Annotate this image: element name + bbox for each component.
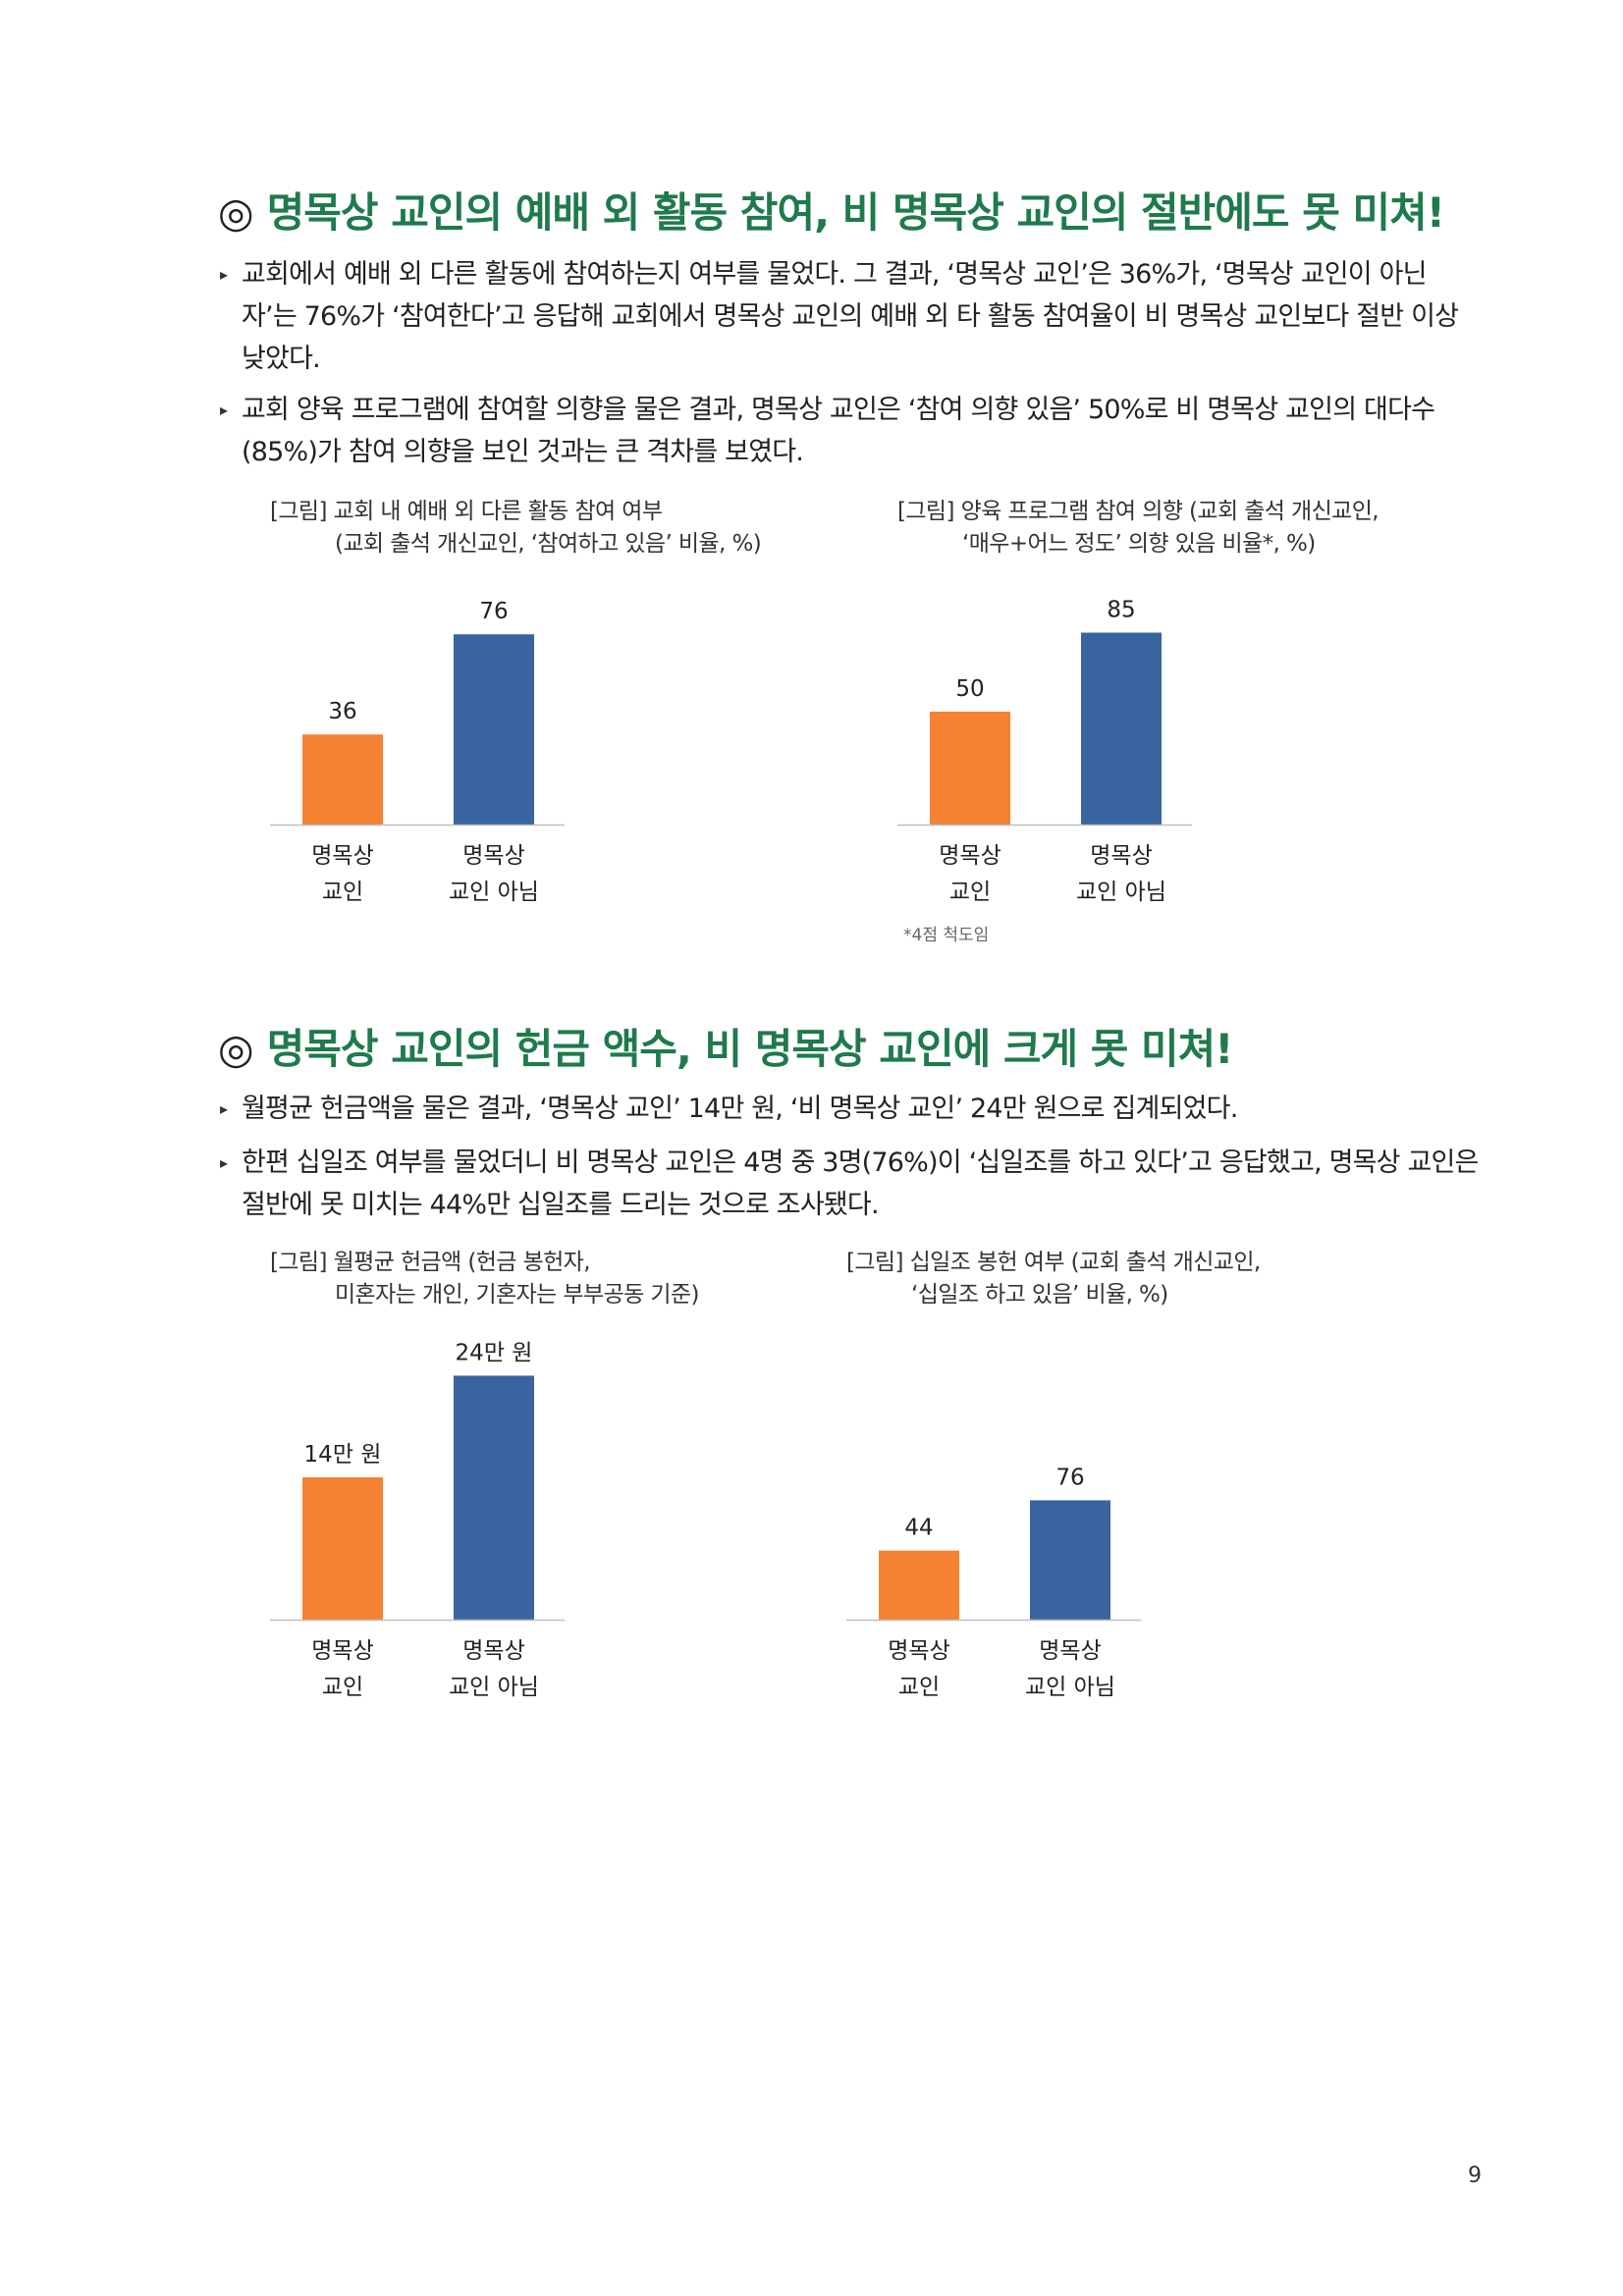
page-number: 9 [1468,2163,1482,2188]
section2-title: 명목상 교인의 헌금 액수, 비 명목상 교인에 크게 못 미쳐! [266,1025,1234,1073]
bar-chart-svg: 44 76 [846,1465,1141,1622]
category-label-line: 명목상 [1039,1638,1102,1664]
bar-chart-svg: 14만 원 24만 원 [270,1340,565,1622]
chart-caption: [그림] 교회 내 예배 외 다른 활동 참여 여부 (교회 출석 개신교인, … [270,499,762,557]
bar-value-label: 36 [328,699,356,724]
bar-non-nominal [454,634,534,825]
bar-chart-svg: 50 85 [897,598,1192,827]
section1-title: 명목상 교인의 예배 외 활동 참여, 비 명목상 교인의 절반에도 못 미쳐! [266,188,1445,237]
bar-value-label: 14만 원 [304,1442,382,1468]
bar-value-label: 76 [1055,1465,1084,1490]
bar-nominal [930,712,1010,825]
bar-non-nominal [454,1375,534,1620]
category-label-line: 교인 [948,880,992,905]
category-label-line: 교인 아님 [1025,1675,1115,1700]
section2-heading: ◎ 명목상 교인의 헌금 액수, 비 명목상 교인에 크게 못 미쳐! [218,1016,1494,1076]
section2-bullet-2: ▸ 한편 십일조 여부를 물었더니 비 명목상 교인은 4명 중 3명(76%)… [220,1142,1483,1226]
triangle-bullet-icon: ▸ [220,400,228,419]
bar-nominal [302,1477,383,1620]
category-label-line: 교인 [321,1675,364,1700]
section2-bullet-1: ▸ 월평균 헌금액을 물은 결과, ‘명목상 교인’ 14만 원, ‘비 명목상… [220,1088,1483,1130]
bar-nominal [879,1550,959,1620]
bar-value-label: 85 [1107,598,1135,623]
bar-value-label: 44 [904,1516,933,1541]
bar-value-label: 76 [479,599,508,624]
category-label-line: 명목상 [311,1638,374,1664]
category-label-line: 교인 아님 [1076,880,1166,905]
double-circle-icon: ◎ [218,188,254,237]
section1-heading: ◎ 명목상 교인의 예배 외 활동 참여, 비 명목상 교인의 절반에도 못 미쳐… [218,180,1494,240]
bar-non-nominal [1081,632,1162,825]
chart-footnote: *4점 척도임 [903,926,990,945]
category-label-line: 교인 [321,880,364,905]
chart-caption: [그림] 양육 프로그램 참여 의향 (교회 출석 개신교인, ‘매우+어느 정… [897,499,1380,557]
category-label-line: 명목상 [311,843,374,869]
category-label-line: 명목상 [888,1638,950,1664]
category-label-line: 교인 아님 [449,880,539,905]
section1-bullet-1: ▸ 교회에서 예배 외 다른 활동에 참여하는지 여부를 물었다. 그 결과, … [220,253,1483,380]
chart-caption: [그림] 십일조 봉헌 여부 (교회 출석 개신교인, ‘십일조 하고 있음’ … [846,1250,1261,1308]
category-label-line: 교인 아님 [449,1675,539,1700]
section1-bullet-2: ▸ 교회 양육 프로그램에 참여할 의향을 물은 결과, 명목상 교인은 ‘참여… [220,389,1483,473]
triangle-bullet-icon: ▸ [220,265,228,284]
bar-value-label: 24만 원 [456,1340,533,1365]
category-label-line: 명목상 [462,1638,525,1664]
triangle-bullet-icon: ▸ [220,1099,228,1118]
bar-nominal [302,734,383,825]
triangle-bullet-icon: ▸ [220,1153,228,1172]
chart-caption: [그림] 월평균 헌금액 (헌금 봉헌자, 미혼자는 개인, 기혼자는 부부공동… [270,1250,699,1308]
bar-non-nominal [1030,1500,1110,1620]
category-label-line: 명목상 [462,843,525,869]
category-label-line: 명목상 [1090,843,1153,869]
category-label-line: 명목상 [939,843,1001,869]
bar-chart-svg: 36 76 [270,599,565,827]
double-circle-icon: ◎ [218,1025,254,1073]
category-label-line: 교인 [897,1675,941,1700]
bar-value-label: 50 [955,676,984,702]
